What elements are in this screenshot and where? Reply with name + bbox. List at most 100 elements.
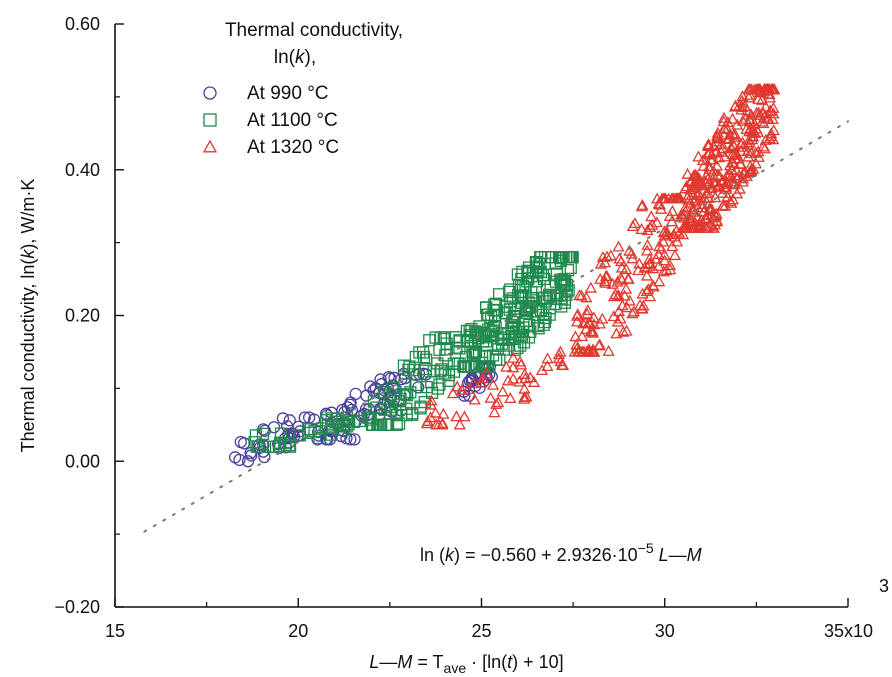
data-point [599,276,612,288]
data-point [635,223,648,235]
data-point [640,269,654,281]
data-point [748,117,761,129]
data-point [658,254,671,266]
data-point [637,299,650,311]
legend-title-line1: Thermal conductivity, [225,20,403,41]
data-point [532,322,545,335]
data-point [626,220,639,232]
data-point [746,133,759,145]
legend-marker [203,86,217,100]
data-point [363,411,376,424]
data-point [507,351,520,363]
data-point [468,347,481,360]
data-point [767,107,780,119]
data-point [576,330,589,342]
data-point [612,240,625,252]
data-point [450,410,463,422]
data-point [700,176,713,188]
data-point [752,92,765,104]
y-tick-label: 0.20 [65,306,100,326]
data-point [686,203,699,215]
data-point [506,361,520,373]
data-point [413,346,426,359]
legend-label: At 990 °C [247,83,329,104]
data-point [587,345,600,357]
data-point [527,375,541,387]
data-point [461,335,475,348]
data-point [616,299,629,311]
data-point [535,364,549,376]
data-point [446,387,460,399]
data-point [581,304,594,316]
data-point [687,221,700,233]
data-point [763,91,777,103]
data-point [584,325,597,337]
data-point [293,429,306,442]
data-point [559,275,572,288]
data-point [643,257,656,269]
data-point [488,406,501,418]
data-point [707,164,720,176]
data-point [400,408,413,422]
data-point [688,176,701,188]
y-axis-label: Thermal conductivity, ln(k), W/m·K [18,179,38,453]
data-point [587,311,600,323]
data-point [623,244,636,256]
data-point [437,407,450,419]
data-point [723,159,737,171]
data-point [453,342,466,355]
data-point [736,136,749,148]
data-point [666,240,679,252]
data-point [703,204,716,216]
data-point [691,189,704,200]
data-point [618,289,631,301]
data-point [562,251,575,264]
data-point [558,293,571,306]
data-point [507,372,520,384]
data-point [581,307,594,319]
data-point [308,425,321,438]
data-point [250,440,263,453]
data-point [501,374,515,386]
data-point [752,150,765,162]
fit-equation-annotation: ln (k) = −0.560 + 2.9326·10−5 L—M [420,540,702,565]
data-point [267,421,281,434]
data-point [677,221,690,233]
data-point [635,200,649,212]
data-point [674,192,687,204]
data-point [702,191,715,203]
data-point [652,260,665,272]
data-point [480,301,493,314]
data-point [490,397,503,409]
data-point [643,290,657,302]
data-point [442,374,455,387]
data-point [496,385,509,397]
y-tick-label: 0.00 [65,451,100,471]
data-point [302,422,315,436]
data-point [614,312,627,324]
data-point [622,272,635,284]
data-point [684,196,697,208]
data-point [766,83,780,95]
data-point [645,210,658,222]
data-point [386,381,399,395]
data-point [734,157,747,169]
data-point [692,150,705,162]
data-point [331,412,344,426]
data-point [606,277,619,289]
data-point [599,270,612,282]
data-point [340,432,353,445]
data-point [482,308,495,321]
data-point [283,414,296,427]
data-point [321,419,335,432]
data-point [469,346,482,359]
data-point [593,338,606,350]
data-point [694,190,707,202]
data-point [610,327,623,339]
data-point [343,398,357,411]
data-point [710,215,723,227]
data-point [620,263,633,275]
data-point [417,350,431,364]
data-point [385,403,399,416]
data-point [580,291,593,303]
